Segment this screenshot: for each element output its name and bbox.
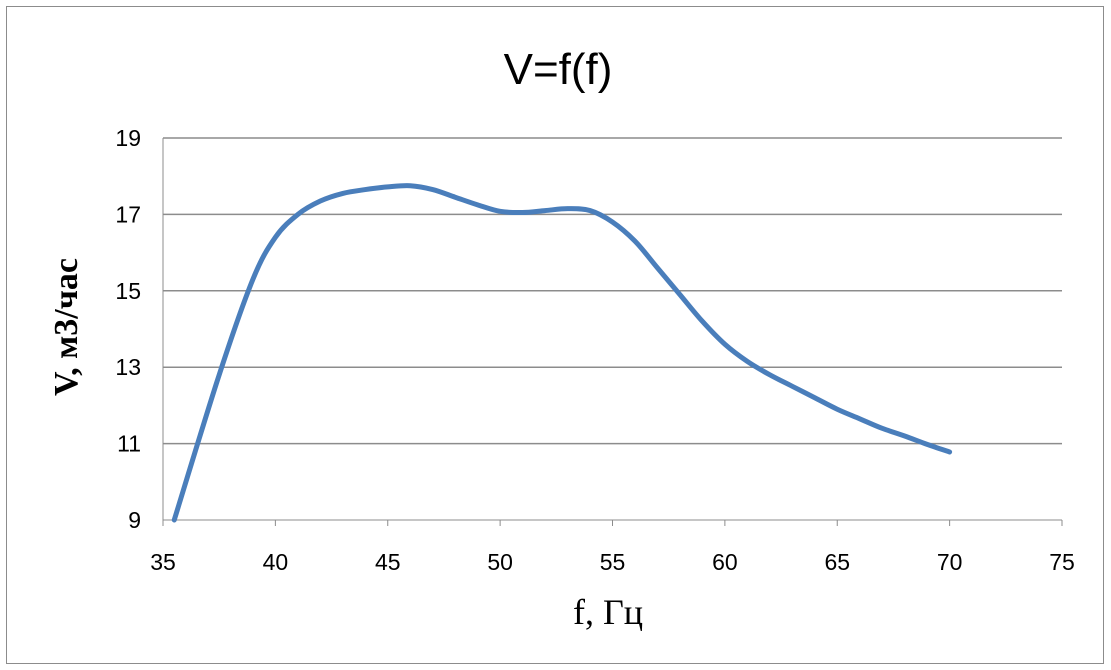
x-tick-label: 55 (600, 549, 626, 575)
y-tick-label: 19 (115, 125, 141, 151)
x-axis-title: f, Гц (573, 592, 643, 632)
x-tick-label: 40 (263, 549, 289, 575)
x-tick-label: 70 (937, 549, 963, 575)
x-tick-label: 50 (487, 549, 513, 575)
series-line (174, 186, 949, 520)
x-tick-label: 65 (824, 549, 850, 575)
y-tick-label: 11 (117, 431, 141, 457)
x-axis-ticks: 35 40 45 50 55 60 65 70 75 (150, 520, 1075, 575)
y-tick-label: 15 (115, 278, 141, 304)
y-axis-ticks: 9 11 13 15 17 19 (115, 125, 141, 533)
x-tick-label: 60 (712, 549, 738, 575)
gridlines (163, 138, 1062, 444)
x-tick-label: 35 (150, 549, 176, 575)
y-tick-label: 9 (128, 507, 141, 533)
chart-title: V=f(f) (504, 45, 613, 94)
y-tick-label: 13 (115, 354, 141, 380)
y-tick-label: 17 (115, 201, 141, 227)
x-tick-label: 75 (1049, 549, 1075, 575)
y-axis-title: V, м3/час (48, 258, 85, 396)
x-tick-label: 45 (375, 549, 401, 575)
